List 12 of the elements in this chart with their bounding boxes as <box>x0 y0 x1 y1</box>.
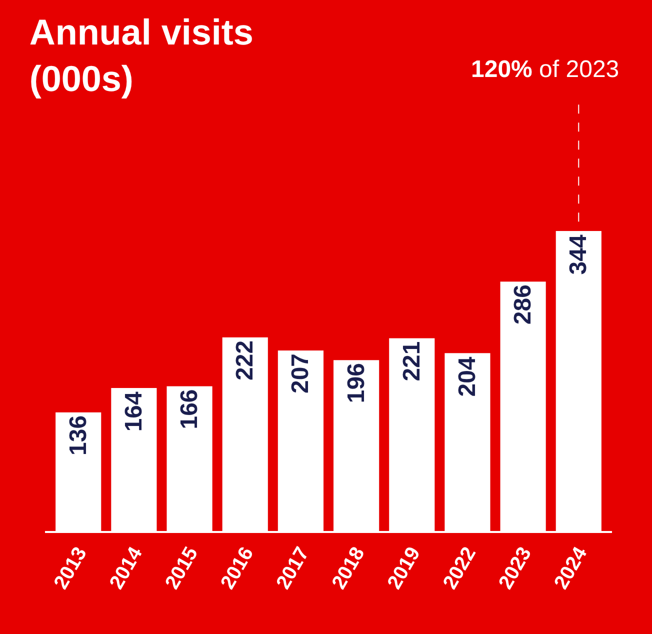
data-label: 207 <box>287 353 314 394</box>
data-label: 196 <box>342 363 370 404</box>
data-label: 344 <box>565 234 592 275</box>
data-label: 222 <box>232 340 259 380</box>
data-label: 221 <box>398 341 426 382</box>
text: 120% of 2023 <box>471 56 620 83</box>
data-label: 166 <box>176 389 204 430</box>
data-label: 286 <box>510 284 537 325</box>
chart-title: Annual visits (000s) <box>29 11 254 100</box>
data-label: 164 <box>120 390 148 432</box>
data-label: 204 <box>454 356 481 397</box>
data-label: 136 <box>64 415 92 456</box>
